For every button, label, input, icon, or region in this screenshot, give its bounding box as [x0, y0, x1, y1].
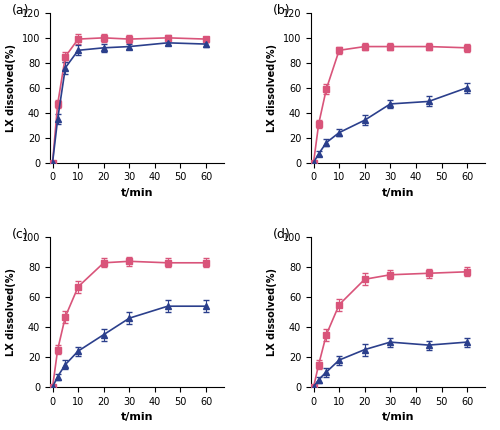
- Text: (d): (d): [272, 228, 290, 241]
- Y-axis label: LX dissolved(%): LX dissolved(%): [6, 268, 16, 356]
- X-axis label: t/min: t/min: [121, 188, 153, 198]
- Y-axis label: LX dissolved(%): LX dissolved(%): [6, 44, 16, 132]
- Text: (c): (c): [12, 228, 28, 241]
- Text: (a): (a): [12, 4, 29, 17]
- Y-axis label: LX dissolved(%): LX dissolved(%): [267, 44, 277, 132]
- X-axis label: t/min: t/min: [382, 188, 414, 198]
- X-axis label: t/min: t/min: [382, 412, 414, 422]
- Y-axis label: LX dissolved(%): LX dissolved(%): [268, 268, 278, 356]
- Text: (b): (b): [272, 4, 290, 17]
- X-axis label: t/min: t/min: [121, 412, 153, 422]
